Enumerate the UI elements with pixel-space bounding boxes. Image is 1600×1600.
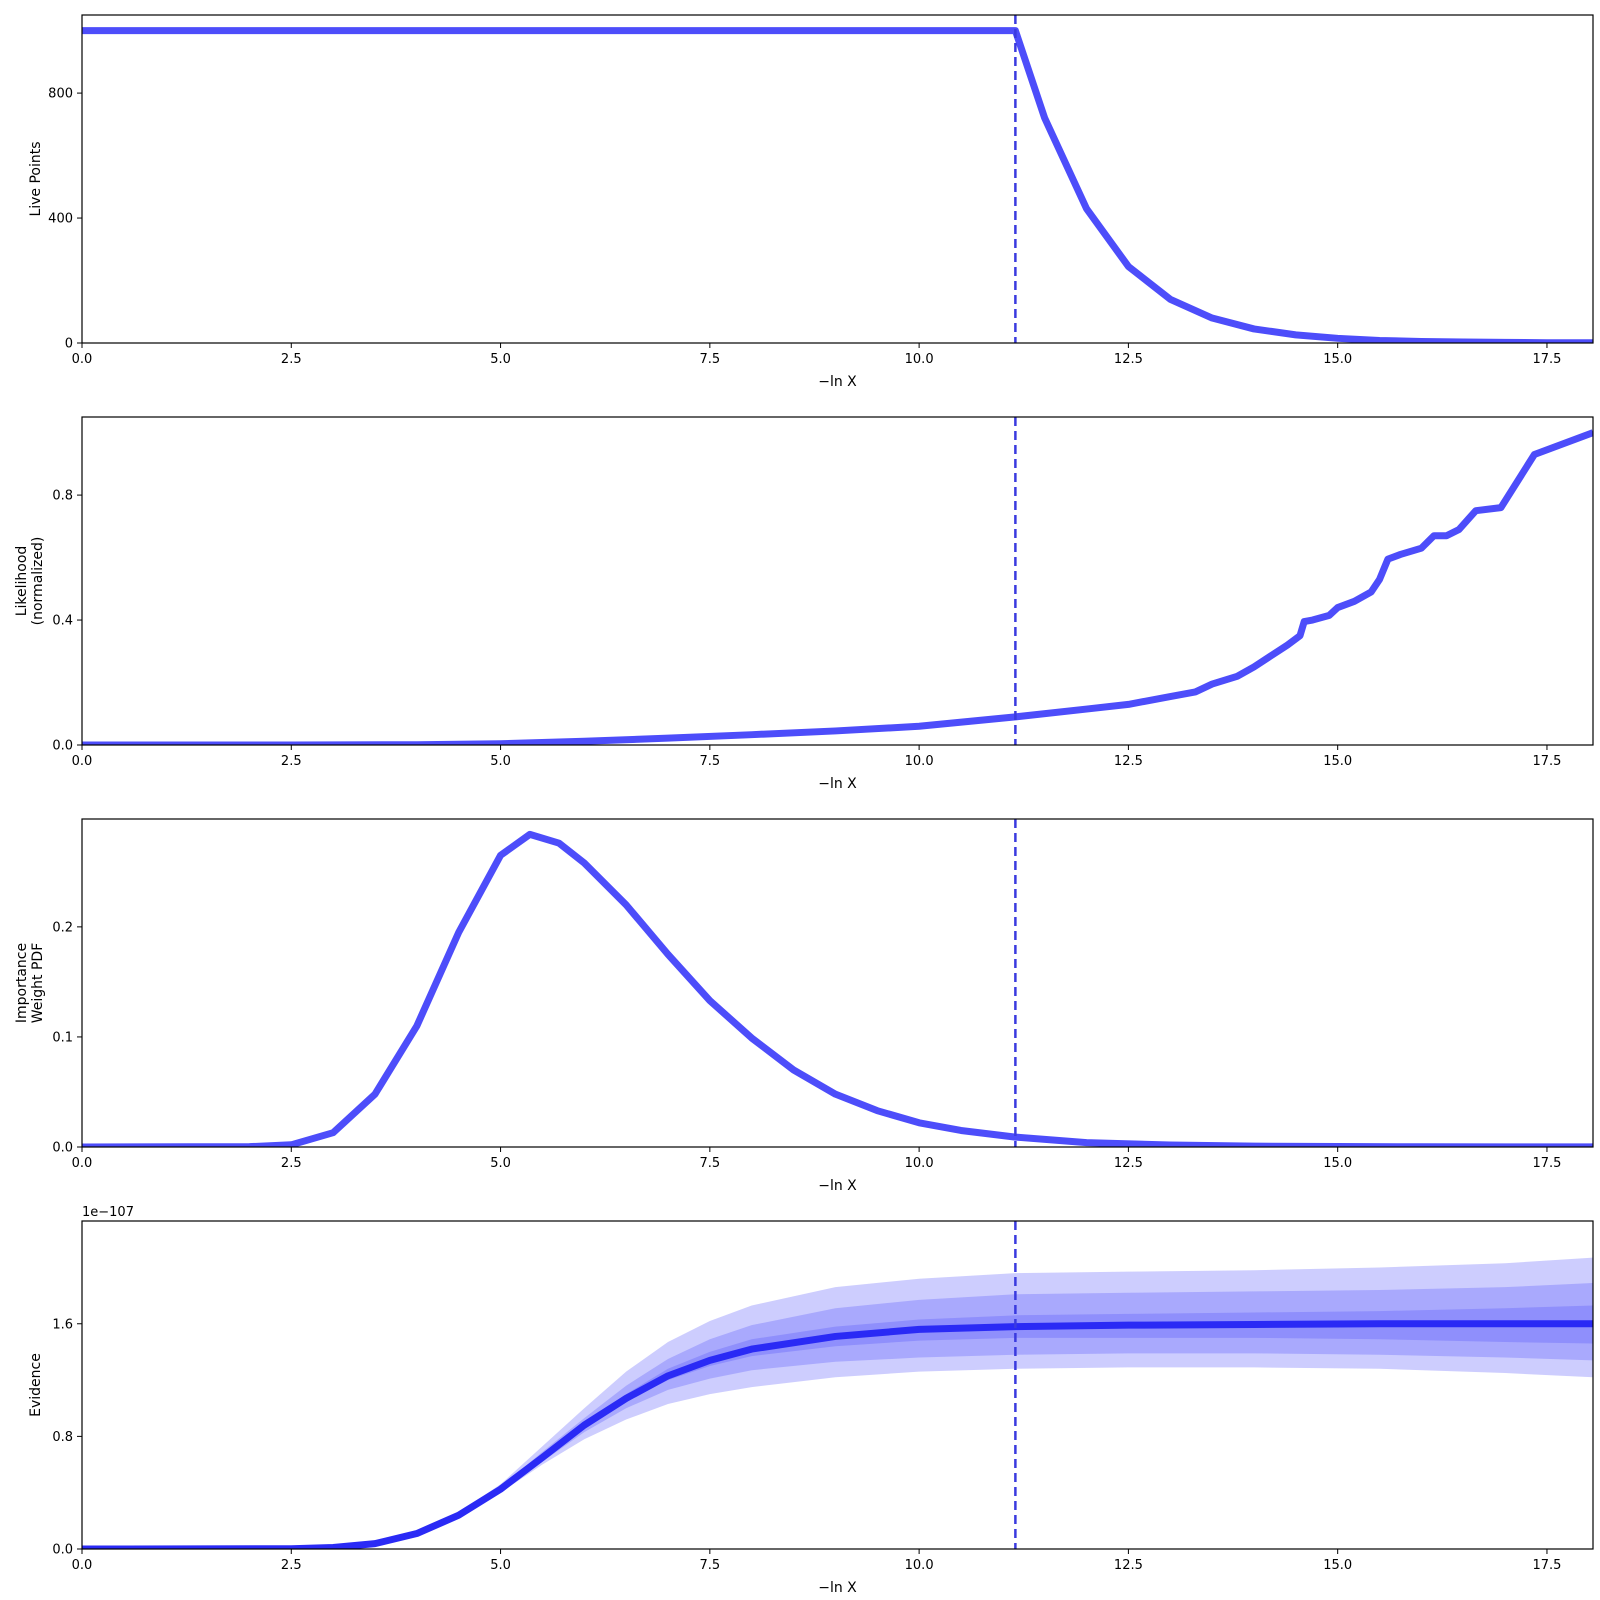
evidence-confidence-band — [82, 1257, 1593, 1549]
axes-frame — [81, 1220, 1594, 1550]
x-tick-label: 5.0 — [490, 352, 511, 367]
x-tick-label: 5.0 — [490, 1558, 511, 1573]
x-tick-label: 7.5 — [699, 754, 720, 769]
x-axis-label: −ln X — [818, 374, 857, 390]
y-axis-label: Likelihood — [14, 546, 30, 617]
x-axis-label: −ln X — [818, 1178, 857, 1194]
x-tick-label: 10.0 — [905, 1558, 934, 1573]
x-tick-label: 17.5 — [1532, 352, 1561, 367]
y-tick-label: 0.4 — [52, 614, 73, 629]
x-axis-label: −ln X — [818, 776, 857, 792]
y-axis-label: Live Points — [28, 141, 44, 216]
plot-area — [82, 15, 1593, 343]
x-tick-label: 15.0 — [1323, 754, 1352, 769]
y-tick-label: 0.8 — [52, 1430, 73, 1445]
x-tick-label: 7.5 — [699, 1558, 720, 1573]
evidence-panel: 0.0 2.5 5.0 7.5 10.0 12.5 15.0 17.5 0.0 0.8 1.6 −ln… — [28, 1205, 1594, 1596]
evidence-confidence-band — [82, 1305, 1593, 1549]
x-tick-label: 2.5 — [281, 1156, 302, 1171]
x-tick-label: 5.0 — [490, 754, 511, 769]
x-tick-label: 7.5 — [699, 1156, 720, 1171]
y-axis-label: Evidence — [28, 1353, 44, 1417]
x-tick-label: 0.0 — [72, 754, 93, 769]
y-axis-label: Importance — [14, 943, 30, 1023]
y-tick-label: 0.8 — [52, 489, 73, 504]
series-line — [82, 429, 1593, 745]
axes-frame — [81, 818, 1594, 1148]
x-tick-label: 0.0 — [72, 352, 93, 367]
series-line — [82, 27, 1593, 343]
y-tick-label: 0.2 — [52, 920, 73, 935]
likelihood-panel: 0.0 2.5 5.0 7.5 10.0 12.5 15.0 17.5 0.0 0.4 0.8 −ln… — [14, 416, 1594, 792]
plot-area — [82, 1221, 1593, 1549]
x-tick-label: 0.0 — [72, 1558, 93, 1573]
x-tick-label: 12.5 — [1114, 1558, 1143, 1573]
y-tick-label: 1.6 — [52, 1317, 73, 1332]
axes-frame — [81, 14, 1594, 344]
series-line — [82, 830, 1593, 1147]
y-tick-label: 0.1 — [52, 1030, 73, 1045]
y-tick-label: 0.0 — [52, 739, 73, 754]
plot-area — [82, 417, 1593, 745]
x-tick-label: 2.5 — [281, 1558, 302, 1573]
x-tick-label: 17.5 — [1532, 1558, 1561, 1573]
x-tick-label: 5.0 — [490, 1156, 511, 1171]
x-tick-label: 2.5 — [281, 754, 302, 769]
x-tick-label: 12.5 — [1114, 352, 1143, 367]
y-tick-label: 0 — [65, 337, 73, 352]
y-tick-label: 0.0 — [52, 1141, 73, 1156]
x-tick-label: 12.5 — [1114, 754, 1143, 769]
y-tick-label: 800 — [48, 87, 73, 102]
x-tick-label: 17.5 — [1532, 754, 1561, 769]
y-tick-label: 0.0 — [52, 1543, 73, 1558]
live-points-panel: 0.0 2.5 5.0 7.5 10.0 12.5 15.0 17.5 0 400 800 −ln X… — [28, 14, 1594, 390]
x-tick-label: 10.0 — [905, 1156, 934, 1171]
x-tick-label: 15.0 — [1323, 1156, 1352, 1171]
x-tick-label: 17.5 — [1532, 1156, 1561, 1171]
x-tick-label: 10.0 — [905, 352, 934, 367]
x-tick-label: 2.5 — [281, 352, 302, 367]
x-tick-label: 0.0 — [72, 1156, 93, 1171]
x-tick-label: 12.5 — [1114, 1156, 1143, 1171]
plot-area — [82, 819, 1593, 1147]
y-axis-label: Weight PDF — [30, 943, 46, 1024]
series-line — [82, 1320, 1593, 1549]
x-tick-label: 7.5 — [699, 352, 720, 367]
axes-frame — [81, 416, 1594, 746]
x-tick-label: 15.0 — [1323, 352, 1352, 367]
x-axis-label: −ln X — [818, 1580, 857, 1596]
importance-weight-panel: 0.0 2.5 5.0 7.5 10.0 12.5 15.0 17.5 0.0 0.1 0.2 −ln… — [14, 818, 1594, 1194]
y-axis-label: (normalized) — [30, 537, 46, 626]
x-tick-label: 10.0 — [905, 754, 934, 769]
y-tick-label: 400 — [48, 212, 73, 227]
x-tick-label: 15.0 — [1323, 1558, 1352, 1573]
evidence-confidence-band — [82, 1282, 1593, 1549]
y-offset-text: 1e−107 — [82, 1205, 134, 1220]
